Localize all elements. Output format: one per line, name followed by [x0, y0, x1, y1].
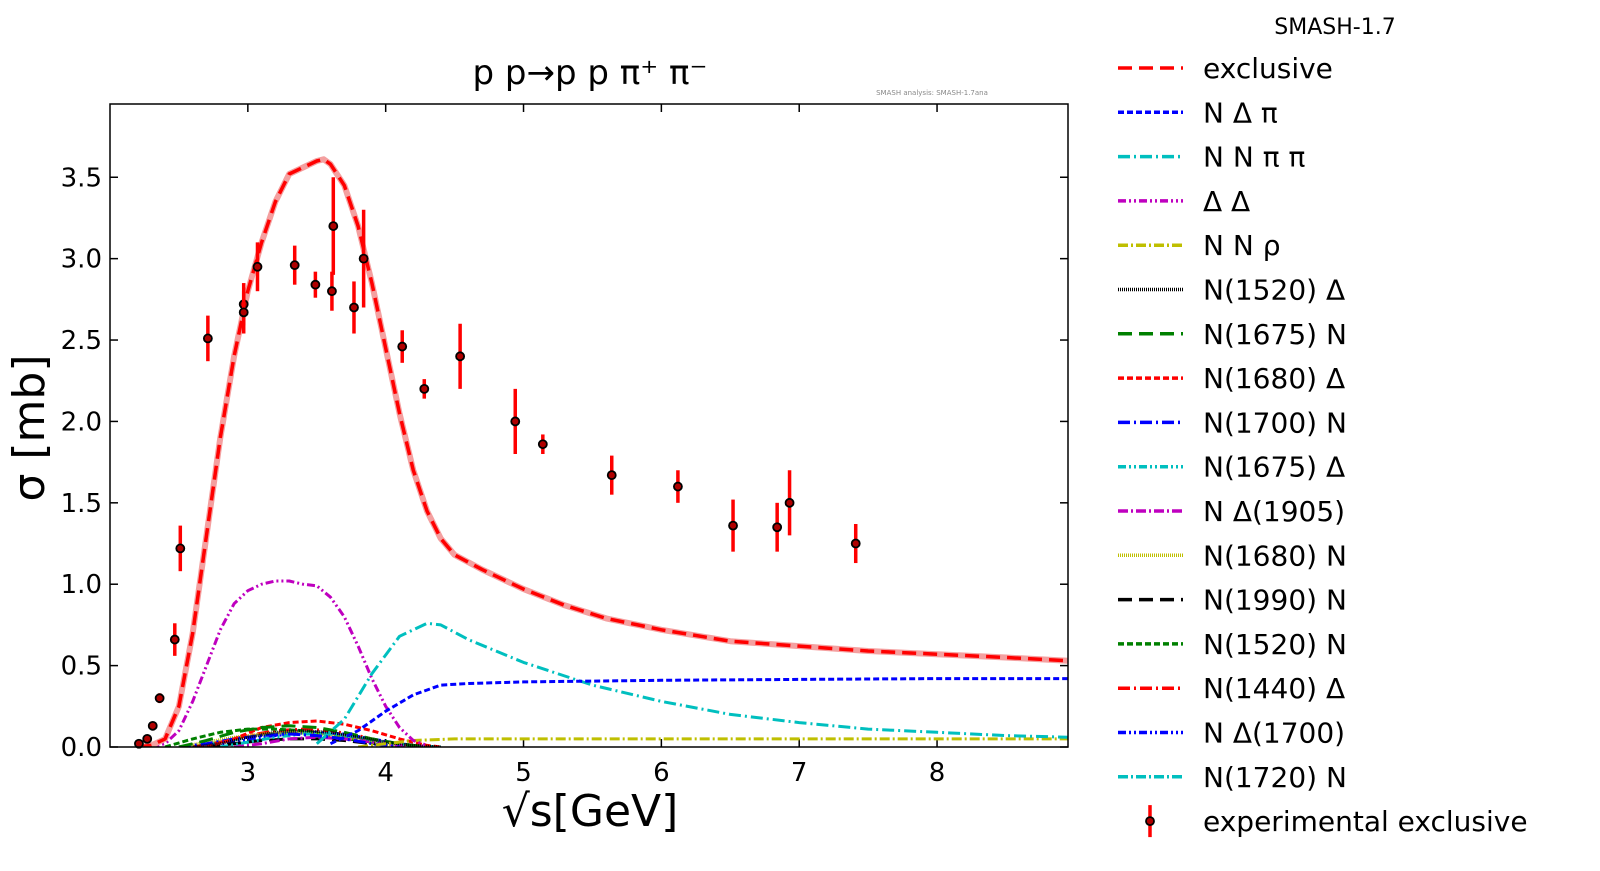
legend-label-8: N(1700) N [1203, 406, 1347, 439]
legend-label-10: N Δ(1905) [1203, 495, 1345, 528]
y-tick-label-4: 2.0 [61, 407, 102, 437]
series-line-0 [137, 157, 1068, 747]
legend-label-9: N(1675) Δ [1203, 451, 1345, 484]
legend-label-12: N(1990) N [1203, 584, 1347, 617]
data-point-17 [419, 383, 430, 394]
data-point-13 [328, 221, 339, 231]
series-line-3 [151, 579, 428, 747]
y-tick-label-6: 3.0 [61, 245, 102, 275]
legend: exclusive N Δ π N N π π Δ Δ N N ρ N(1520) Δ N(… [1118, 52, 1528, 838]
legend-label-experimental: experimental exclusive [1203, 805, 1528, 838]
series-line-2 [315, 621, 1068, 745]
data-point-8 [238, 307, 249, 318]
legend-label-2: N N π π [1203, 141, 1305, 174]
series-band-exclusive [137, 156, 1068, 747]
series-group [137, 156, 1068, 747]
series-line-13 [164, 727, 386, 747]
series-line-7 [206, 719, 441, 747]
series-line-10 [233, 735, 428, 747]
x-tick-label-5: 8 [929, 758, 946, 788]
x-tick-label-2: 5 [515, 758, 532, 788]
data-point-9 [252, 261, 263, 272]
data-point-14 [349, 302, 359, 313]
chart-subtitle: SMASH analysis: SMASH-1.7ana [876, 89, 988, 97]
data-point-26 [850, 538, 861, 549]
legend-swatch-experimental [1145, 816, 1155, 826]
x-tick-label-4: 7 [791, 758, 808, 788]
legend-label-6: N(1675) N [1203, 318, 1347, 351]
data-point-3 [154, 693, 165, 704]
data-point-10 [289, 260, 300, 271]
y-tick-label-1: 0.5 [61, 652, 102, 682]
experimental-points [134, 177, 861, 749]
series-line-9 [220, 732, 441, 747]
data-point-2 [147, 720, 158, 731]
legend-label-1: N Δ π [1203, 96, 1278, 129]
data-point-18 [455, 351, 466, 362]
y-tick-label-3: 1.5 [61, 489, 102, 519]
series-line-6 [178, 724, 428, 747]
data-point-16 [397, 341, 408, 352]
chart-title: p p→p p π⁺ π⁻ [473, 53, 708, 93]
x-axis-label: √s[GeV] [502, 786, 679, 837]
data-point-4 [169, 634, 180, 645]
series-line-12 [206, 737, 400, 747]
legend-label-0: exclusive [1203, 52, 1333, 85]
data-point-22 [673, 481, 683, 492]
data-point-15 [358, 253, 369, 264]
data-point-6 [202, 333, 213, 344]
y-axis-label: σ [mb] [4, 355, 55, 502]
legend-label-14: N(1440) Δ [1203, 672, 1345, 705]
data-point-24 [772, 522, 783, 533]
legend-label-15: N Δ(1700) [1203, 717, 1345, 750]
legend-label-13: N(1520) N [1203, 628, 1347, 661]
x-tick-label-3: 6 [653, 758, 670, 788]
plot-area: 3 4 5 6 7 8 0.0 0.5 1.0 1.5 2.0 2.5 3.0 3.5 [61, 104, 1068, 788]
data-point-11 [310, 279, 321, 290]
plot-frame [109, 103, 1069, 748]
x-tick-label-0: 3 [240, 758, 257, 788]
series-line-4 [357, 737, 1068, 747]
y-tick-label-7: 3.5 [61, 163, 102, 193]
data-point-12 [327, 286, 337, 297]
legend-label-5: N(1520) Δ [1203, 274, 1345, 307]
legend-label-4: N N ρ [1203, 229, 1280, 262]
data-point-5 [175, 543, 186, 554]
data-point-1 [142, 733, 153, 744]
legend-label-11: N(1680) N [1203, 539, 1347, 572]
y-tick-label-5: 2.5 [61, 326, 102, 356]
data-point-23 [728, 520, 738, 531]
x-tick-label-1: 4 [377, 758, 394, 788]
version-label: SMASH-1.7 [1274, 15, 1395, 40]
data-point-21 [606, 470, 617, 481]
y-tick-label-2: 1.0 [61, 570, 102, 600]
legend-label-7: N(1680) Δ [1203, 362, 1345, 395]
y-tick-label-0: 0.0 [61, 733, 102, 763]
data-point-19 [510, 416, 521, 427]
series-line-1 [329, 677, 1068, 746]
data-point-25 [784, 497, 795, 508]
legend-label-16: N(1720) N [1203, 761, 1347, 794]
legend-label-3: Δ Δ [1203, 185, 1250, 218]
data-point-20 [537, 439, 548, 450]
series-line-8 [178, 732, 400, 747]
